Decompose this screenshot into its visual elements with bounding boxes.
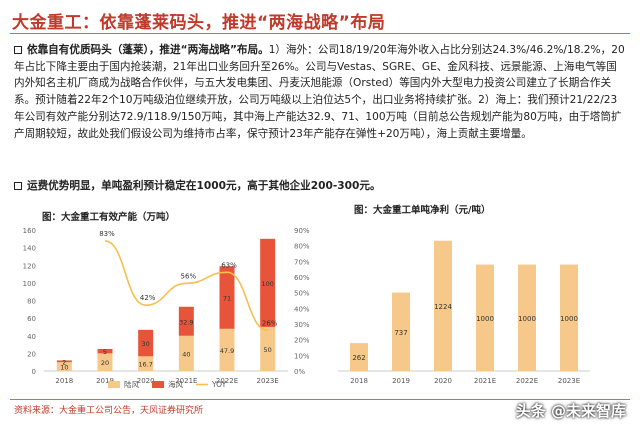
bar-offshore — [178, 306, 194, 336]
y2-tick-label: 0% — [294, 368, 305, 376]
data-label-offshore: 5 — [103, 348, 107, 356]
legend-swatch-offshore — [152, 381, 164, 388]
data-label-land: 40 — [182, 350, 190, 358]
y-tick-label: 0 — [32, 368, 36, 376]
y2-tick-label: 40% — [294, 305, 310, 313]
y2-tick-label: 50% — [294, 290, 310, 298]
y2-tick-label: 30% — [294, 321, 310, 329]
data-label-offshore: 71 — [223, 295, 231, 303]
yoy-label: 42% — [140, 294, 156, 302]
y-tick-label: 140 — [23, 245, 36, 253]
x-tick-label: 2021E — [474, 377, 496, 385]
bar-offshore — [219, 266, 235, 329]
data-label-net-profit: 1000 — [518, 315, 536, 323]
bar-net-profit — [350, 343, 368, 371]
data-label-net-profit: 1224 — [434, 303, 452, 311]
bar-land — [56, 362, 72, 371]
bar-net-profit — [434, 240, 452, 371]
y2-tick-label: 60% — [294, 274, 310, 282]
x-tick-label: 2020 — [137, 377, 155, 385]
data-label-net-profit: 1000 — [476, 315, 494, 323]
data-label-net-profit: 1000 — [560, 315, 578, 323]
data-label-offshore: 2 — [62, 358, 66, 366]
page-title: 大金重工：依靠蓬莱码头，推进“两海战略”布局 — [12, 13, 386, 33]
x-tick-label: 2022E — [516, 377, 538, 385]
legend-swatch-land — [108, 381, 120, 388]
bar-net-profit — [518, 264, 536, 371]
paragraph-1-heading: 依靠自有优质码头（蓬莱），推进“两海战略”布局。 — [27, 44, 269, 56]
x-tick-label: 2023E — [257, 377, 279, 385]
bar-net-profit — [392, 292, 410, 371]
y2-tick-label: 90% — [294, 227, 310, 235]
y-tick-label: 60 — [27, 315, 36, 323]
x-tick-label: 2022E — [216, 377, 238, 385]
paragraph-freight-advantage: 运费优势明显，单吨盈利预计稳定在1000元，高于其他企业200-300元。 — [14, 178, 626, 195]
y-tick-label: 40 — [27, 333, 36, 341]
data-label-land: 50 — [264, 346, 272, 354]
chart-profit-title: 图：大金重工单吨净利（元/吨） — [354, 205, 491, 216]
legend-label-land: 陆风 — [124, 379, 139, 389]
x-tick-label: 2021E — [175, 377, 197, 385]
source-footnote: 资料来源：大金重工公司公告，天风证券研究所 — [14, 406, 204, 416]
chart-capacity-title: 图：大金重工有效产能（万吨） — [42, 212, 176, 223]
x-tick-label: 2020 — [434, 377, 452, 385]
paragraph-1-body: 1）海外：公司18/19/20年海外收入占比分别达24.3%/46.2%/18.… — [14, 44, 625, 140]
y2-tick-label: 80% — [294, 243, 310, 251]
footer-divider — [10, 399, 630, 400]
bar-offshore — [138, 329, 154, 357]
data-label-land: 16.7 — [138, 361, 152, 369]
data-label-land: 10 — [60, 364, 68, 372]
y-tick-label: 20 — [27, 350, 36, 358]
x-tick-label: 2019 — [96, 377, 114, 385]
paragraph-overseas-offshore: 依靠自有优质码头（蓬莱），推进“两海战略”布局。1）海外：公司18/19/20年… — [14, 42, 626, 142]
data-label-land: 20 — [101, 359, 109, 367]
x-tick-label: 2019 — [392, 377, 410, 385]
data-label-net-profit: 262 — [352, 354, 365, 362]
bar-offshore — [56, 360, 72, 363]
y-tick-label: 160 — [23, 227, 36, 235]
x-tick-label: 2018 — [350, 377, 368, 385]
y-tick-label: 80 — [27, 298, 36, 306]
data-label-land: 47.9 — [220, 347, 234, 355]
yoy-line — [104, 240, 268, 332]
bar-net-profit — [476, 264, 494, 371]
yoy-label: 83% — [99, 230, 115, 238]
data-label-offshore: 32.9 — [179, 318, 193, 326]
title-divider — [10, 33, 630, 34]
checkbox-bullet-icon — [14, 46, 22, 54]
y-tick-label: 100 — [23, 280, 36, 288]
x-tick-label: 2023E — [558, 377, 580, 385]
data-label-offshore: 30 — [142, 340, 150, 348]
bar-land — [260, 326, 276, 371]
data-label-net-profit: 737 — [394, 329, 407, 337]
yoy-label: 56% — [181, 272, 197, 280]
watermark-logo: 头条 @未来智库 — [515, 402, 626, 420]
bar-land — [97, 353, 113, 371]
checkbox-bullet-icon — [14, 182, 22, 190]
bar-offshore — [260, 238, 276, 327]
paragraph-2-heading: 运费优势明显，单吨盈利预计稳定在1000元，高于其他企业200-300元。 — [27, 180, 381, 192]
legend-label-offshore: 海风 — [168, 379, 183, 389]
data-label-offshore: 100 — [261, 280, 273, 288]
bar-land — [219, 328, 235, 371]
legend-label-yoy: YOY — [211, 380, 227, 389]
yoy-label: 26% — [262, 319, 278, 327]
y-tick-label: 120 — [23, 262, 36, 270]
yoy-label: 63% — [221, 261, 237, 269]
y2-tick-label: 10% — [294, 352, 310, 360]
bar-net-profit — [560, 264, 578, 371]
y2-tick-label: 70% — [294, 258, 310, 266]
bar-offshore — [97, 348, 113, 354]
x-tick-label: 2018 — [55, 377, 73, 385]
bar-land — [178, 335, 194, 371]
y2-tick-label: 20% — [294, 337, 310, 345]
bar-land — [138, 356, 154, 371]
